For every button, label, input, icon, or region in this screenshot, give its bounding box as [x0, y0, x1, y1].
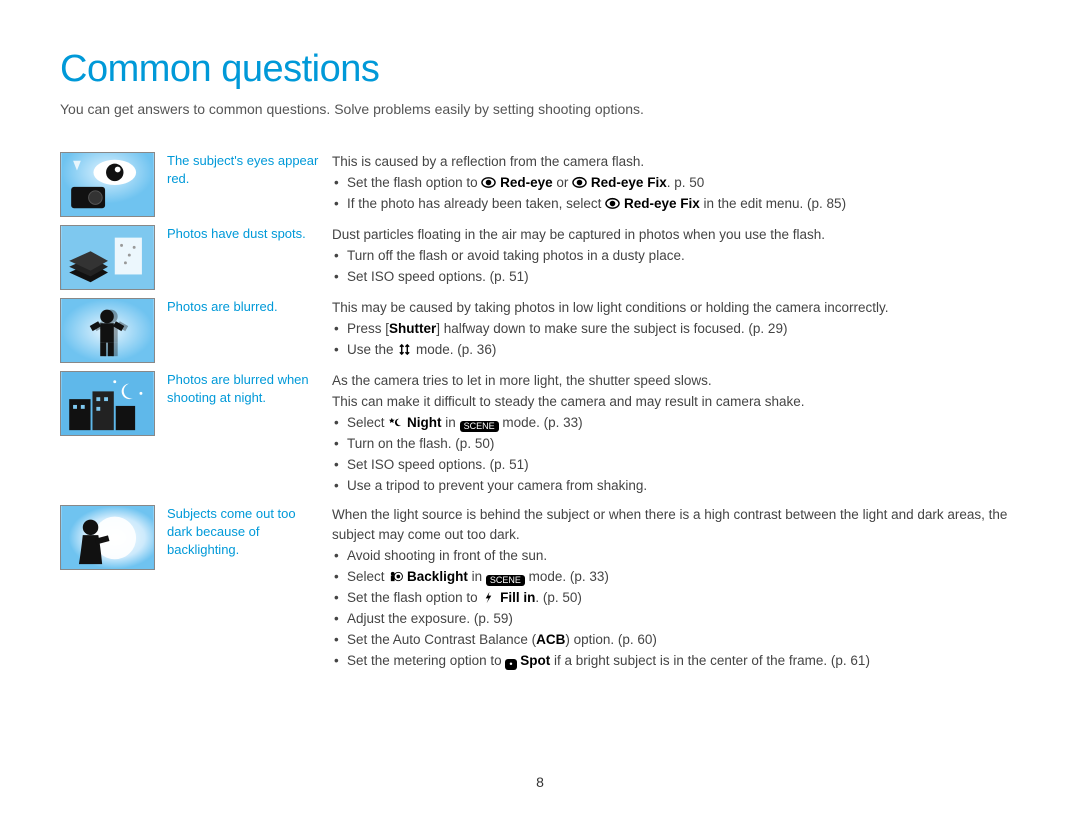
question-text: Subjects come out too dark because of ba… [167, 505, 332, 560]
answer-list: Avoid shooting in front of the sun.Selec… [332, 546, 1020, 672]
page-number: 8 [0, 774, 1080, 790]
answer-bullet: Set the flash option to Fill in. (p. 50) [332, 588, 1020, 609]
answer-bullet: Set ISO speed options. (p. 51) [332, 267, 1020, 288]
page-content: Common questions You can get answers to … [0, 0, 1080, 710]
question-text: Photos are blurred. [167, 298, 332, 316]
page-title: Common questions [60, 48, 1020, 91]
answer-block: When the light source is behind the subj… [332, 505, 1020, 672]
answer-bullet: Set the flash option to Red-eye or Red-e… [332, 173, 1020, 194]
answer-bullet: Turn on the flash. (p. 50) [332, 434, 1020, 455]
answer-bullet: Avoid shooting in front of the sun. [332, 546, 1020, 567]
answer-block: Dust particles floating in the air may b… [332, 225, 1020, 288]
red-eye-thumbnail-icon [60, 152, 155, 217]
answer-intro: This is caused by a reflection from the … [332, 152, 1020, 173]
page-intro: You can get answers to common questions.… [60, 101, 1020, 117]
answer-bullet: Turn off the flash or avoid taking photo… [332, 246, 1020, 267]
backlight-thumbnail-icon [60, 505, 155, 570]
answer-bullet: Select Night in SCENE mode. (p. 33) [332, 413, 1020, 434]
answer-bullet: Set the metering option to • Spot if a b… [332, 651, 1020, 672]
answer-intro: This can make it difficult to steady the… [332, 392, 1020, 413]
answer-intro: This may be caused by taking photos in l… [332, 298, 1020, 319]
dust-thumbnail-icon [60, 225, 155, 290]
qa-item: Subjects come out too dark because of ba… [60, 505, 1020, 672]
qa-item: Photos are blurred when shooting at nigh… [60, 371, 1020, 497]
question-text: Photos have dust spots. [167, 225, 332, 243]
answer-list: Set the flash option to Red-eye or Red-e… [332, 173, 1020, 215]
blur-thumbnail-icon [60, 298, 155, 363]
answer-intro: As the camera tries to let in more light… [332, 371, 1020, 392]
qa-item: The subject's eyes appear red.This is ca… [60, 152, 1020, 217]
answer-block: This is caused by a reflection from the … [332, 152, 1020, 215]
answer-intro: Dust particles floating in the air may b… [332, 225, 1020, 246]
answer-bullet: Use a tripod to prevent your camera from… [332, 476, 1020, 497]
question-text: The subject's eyes appear red. [167, 152, 332, 188]
answer-bullet: Press [Shutter] halfway down to make sur… [332, 319, 1020, 340]
answer-bullet: Adjust the exposure. (p. 59) [332, 609, 1020, 630]
answer-bullet: If the photo has already been taken, sel… [332, 194, 1020, 215]
question-text: Photos are blurred when shooting at nigh… [167, 371, 332, 407]
night-thumbnail-icon [60, 371, 155, 436]
answer-bullet: Set ISO speed options. (p. 51) [332, 455, 1020, 476]
answer-block: As the camera tries to let in more light… [332, 371, 1020, 497]
qa-item: Photos have dust spots.Dust particles fl… [60, 225, 1020, 290]
answer-bullet: Select Backlight in SCENE mode. (p. 33) [332, 567, 1020, 588]
answer-bullet: Use the mode. (p. 36) [332, 340, 1020, 361]
answer-list: Turn off the flash or avoid taking photo… [332, 246, 1020, 288]
answer-intro: When the light source is behind the subj… [332, 505, 1020, 547]
answer-list: Press [Shutter] halfway down to make sur… [332, 319, 1020, 361]
answer-block: This may be caused by taking photos in l… [332, 298, 1020, 361]
answer-list: Select Night in SCENE mode. (p. 33)Turn … [332, 413, 1020, 497]
qa-item: Photos are blurred.This may be caused by… [60, 298, 1020, 363]
qa-list: The subject's eyes appear red.This is ca… [60, 152, 1020, 672]
answer-bullet: Set the Auto Contrast Balance (ACB) opti… [332, 630, 1020, 651]
